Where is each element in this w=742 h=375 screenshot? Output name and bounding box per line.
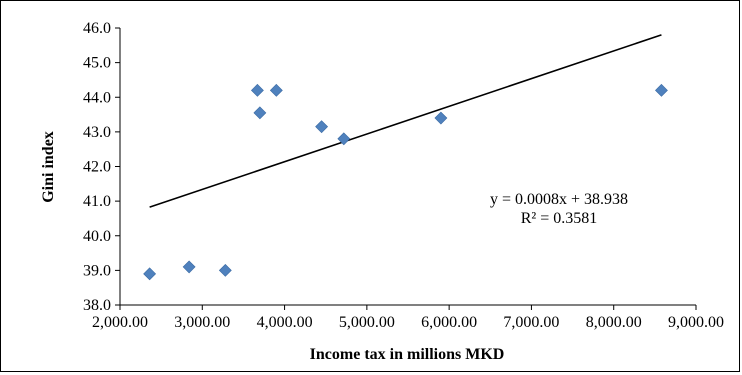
y-tick-label: 40.0	[83, 228, 111, 245]
y-axis-ticks: 38.0 39.0 40.0 41.0 42.0 43.0 44.0 45.0 46.0	[83, 20, 120, 314]
y-axis-title: Gini index	[40, 131, 57, 203]
y-tick-label: 39.0	[83, 262, 111, 279]
y-tick-label: 45.0	[83, 55, 111, 72]
axes	[119, 28, 696, 306]
data-point	[337, 132, 351, 146]
y-tick-label: 46.0	[83, 20, 111, 37]
x-tick-label: 3,000.00	[174, 314, 230, 331]
x-axis-ticks: 2,000.00 3,000.00 4,000.00 5,000.00 6,000.00…	[92, 305, 724, 331]
x-tick-label: 9,000.00	[668, 314, 724, 331]
y-tick-label: 44.0	[83, 89, 111, 106]
x-axis-title: Income tax in millions MKD	[310, 346, 505, 363]
x-tick-label: 5,000.00	[339, 314, 395, 331]
r-squared-label: R² = 0.3581	[521, 210, 598, 227]
data-point	[182, 260, 196, 274]
data-point	[143, 267, 157, 281]
y-tick-label: 41.0	[83, 193, 111, 210]
trendline	[149, 34, 662, 208]
data-point	[315, 120, 329, 134]
y-tick-label: 38.0	[83, 297, 111, 314]
trendline-equation: y = 0.0008x + 38.938	[490, 191, 628, 208]
x-tick-label: 8,000.00	[586, 314, 642, 331]
x-tick-label: 2,000.00	[92, 314, 148, 331]
x-tick-label: 4,000.00	[257, 314, 313, 331]
data-point	[655, 83, 668, 97]
data-point	[253, 106, 267, 120]
data-point	[269, 83, 283, 97]
trendline-group	[149, 34, 662, 208]
data-point	[218, 263, 232, 277]
data-point	[434, 111, 448, 125]
y-tick-label: 43.0	[83, 124, 111, 141]
y-tick-label: 42.0	[83, 159, 111, 176]
data-point	[250, 83, 264, 97]
x-tick-label: 6,000.00	[421, 314, 477, 331]
data-points	[143, 83, 668, 281]
x-tick-label: 7,000.00	[503, 314, 559, 331]
